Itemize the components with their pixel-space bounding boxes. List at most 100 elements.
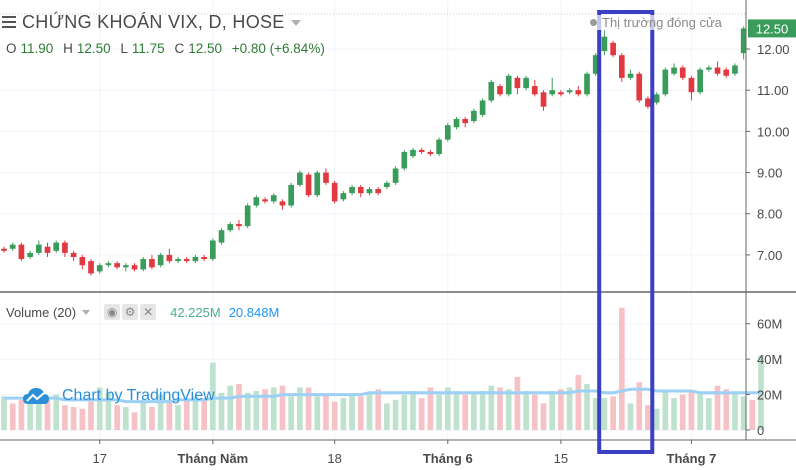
volume-bar [157, 394, 164, 430]
volume-bar [192, 396, 199, 430]
candle-body [105, 263, 112, 266]
chevron-down-icon[interactable] [290, 20, 301, 26]
status-dot-icon [590, 19, 597, 26]
menu-icon[interactable] [2, 16, 16, 28]
candle-body [331, 182, 338, 202]
high-label: H [63, 41, 73, 56]
price-axis-tick: 9.00 [757, 166, 782, 181]
last-price-badge [748, 19, 796, 38]
symbol-title[interactable]: CHỨNG KHOÁN VIX, D, HOSE [22, 11, 285, 32]
candle-body [27, 252, 33, 257]
candle-body [218, 230, 225, 243]
ohlc-legend: O 11.90 H 12.50 L 11.75 C 12.50 +0.80 (+6.84… [6, 41, 331, 56]
candle-body [96, 265, 103, 272]
volume-bar [201, 398, 207, 430]
candle-body [549, 90, 556, 95]
candle-body [375, 189, 382, 194]
candle-body [201, 256, 207, 260]
candle-body [384, 182, 390, 187]
candle-body [627, 73, 634, 78]
volume-bar [122, 406, 129, 430]
candle-body [149, 259, 155, 268]
open-value: 11.90 [20, 41, 54, 56]
volume-bar [462, 394, 469, 430]
candle-body [427, 151, 434, 155]
volume-bar [523, 391, 529, 430]
candle-body [122, 265, 129, 268]
candle-body [305, 174, 312, 196]
volume-bar [253, 391, 260, 430]
volume-bar [575, 375, 582, 430]
volume-axis-tick: 40M [757, 352, 782, 367]
time-axis-tick: Tháng 7 [667, 451, 717, 466]
candle-body [366, 189, 373, 194]
volume-bar [53, 394, 60, 430]
candle-body [314, 172, 321, 196]
volume-bar [697, 392, 703, 430]
eye-icon[interactable]: ◉ [104, 304, 121, 320]
volume-indicator-label[interactable]: Volume (20) [6, 304, 77, 320]
candle-body [410, 149, 416, 157]
candle-body [531, 86, 538, 95]
volume-bar [262, 389, 268, 430]
change-value: +0.80 (+6.84%) [231, 41, 325, 56]
volume-bar [227, 385, 234, 430]
chevron-down-icon[interactable] [82, 309, 91, 315]
symbol-title-row[interactable]: CHỨNG KHOÁN VIX, D, HOSE [2, 10, 301, 34]
candle-body [349, 186, 355, 194]
close-icon[interactable]: ✕ [140, 304, 157, 320]
last-price-label: 12.50 [756, 21, 789, 36]
candle-body [436, 139, 442, 155]
volume-bar [679, 394, 686, 430]
cloud-logo-icon [23, 388, 49, 404]
candle-body [566, 90, 573, 93]
volume-bar [566, 387, 573, 430]
candle-body [610, 42, 616, 56]
candle-body [88, 261, 94, 274]
candle-body [671, 67, 677, 74]
volume-bar [27, 398, 33, 430]
candle-body [740, 28, 747, 54]
close-value: 12.50 [188, 41, 222, 56]
volume-bar [688, 391, 695, 430]
candle-body [270, 195, 277, 202]
price-axis-tick: 8.00 [757, 207, 782, 222]
gear-icon[interactable]: ⚙ [122, 304, 139, 320]
price-axis-tick: 11.00 [757, 83, 789, 98]
open-label: O [6, 41, 17, 56]
close-label: C [174, 41, 185, 56]
volume-bar [531, 394, 538, 430]
candle-body [166, 254, 173, 262]
candle-body [62, 242, 68, 253]
candle-body [157, 254, 164, 266]
candle-body [35, 244, 42, 253]
volume-bar [96, 387, 103, 430]
market-status: Thị trường đóng cửa [590, 15, 722, 30]
candle-body [444, 125, 451, 140]
volume-bar [44, 399, 51, 430]
volume-bar [62, 405, 68, 430]
tradingview-watermark[interactable]: Chart by TradingView [22, 386, 215, 406]
candle-body [618, 55, 625, 78]
candle-body [44, 246, 51, 253]
volume-bar [610, 396, 616, 430]
candle-body [662, 69, 669, 95]
volume-bar [558, 389, 564, 430]
volume-bar [105, 392, 112, 430]
volume-bar [366, 392, 373, 430]
candle-body [70, 252, 77, 257]
candle-body [732, 65, 738, 74]
volume-bar [288, 396, 294, 430]
candle-body [636, 73, 643, 101]
volume-bar [175, 405, 181, 430]
volume-bar [305, 387, 312, 430]
volume-bar [323, 394, 329, 430]
time-axis-tick: 17 [92, 451, 106, 466]
volume-bar [723, 389, 730, 430]
candle-body [645, 98, 651, 107]
volume-bar [79, 408, 86, 430]
volume-bar [183, 399, 190, 430]
candle-body [131, 265, 138, 270]
candle-body [323, 172, 329, 183]
